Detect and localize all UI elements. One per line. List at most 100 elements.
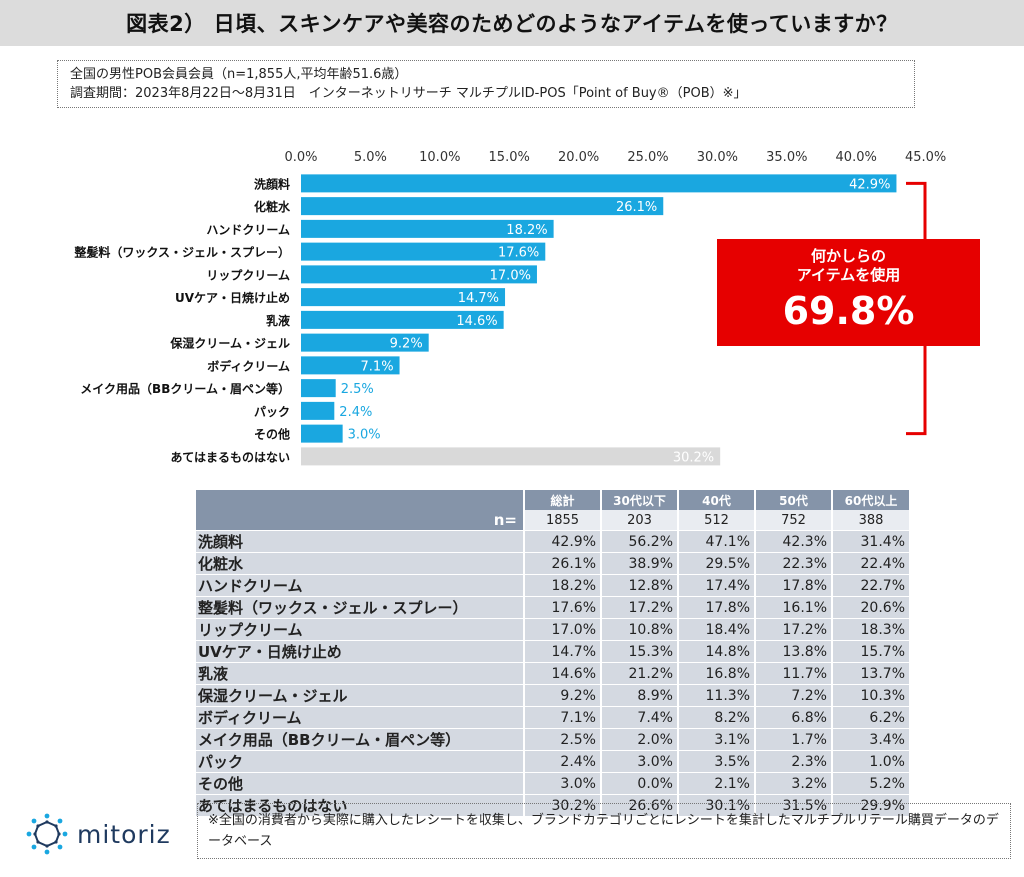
bar: [301, 356, 400, 375]
table-cell: 9.2%: [523, 684, 600, 706]
table-cell: 22.4%: [831, 552, 909, 574]
table-cell: 13.7%: [831, 662, 909, 684]
table-cell: 3.2%: [754, 772, 831, 794]
table-row: 乳液 14.6% 21.2% 16.8% 11.7% 13.7%: [196, 662, 909, 684]
table-row-label: UVケア・日焼け止め: [196, 640, 523, 662]
category-label: 整髪料（ワックス・ジェル・スプレー）: [73, 245, 290, 260]
table-cell: 8.2%: [677, 706, 754, 728]
table-cell: 2.1%: [677, 772, 754, 794]
table-row-label: リップクリーム: [196, 618, 523, 640]
table-cell: 17.2%: [754, 618, 831, 640]
data-label: 2.5%: [341, 382, 374, 397]
table-cell: 13.8%: [754, 640, 831, 662]
table-row-label: 整髪料（ワックス・ジェル・スプレー）: [196, 596, 523, 618]
table-cell: 26.6%: [600, 794, 677, 816]
table-cell: 6.2%: [831, 706, 909, 728]
table-cell: 56.2%: [600, 530, 677, 552]
table-row: その他 3.0% 0.0% 2.1% 3.2% 5.2%: [196, 772, 909, 794]
table-cell: 15.7%: [831, 640, 909, 662]
table-cell: 42.9%: [523, 530, 600, 552]
callout-box: 何かしらの アイテムを使用 69.8%: [717, 239, 980, 346]
table-cell: 26.1%: [523, 552, 600, 574]
bar: [301, 242, 546, 261]
table-cell: 6.8%: [754, 706, 831, 728]
table-cell: 11.7%: [754, 662, 831, 684]
bar: [301, 310, 504, 329]
table-cell: 7.1%: [523, 706, 600, 728]
table-cell: 5.2%: [831, 772, 909, 794]
x-tick-label: 15.0%: [489, 150, 530, 165]
table-cell: 17.0%: [523, 618, 600, 640]
table-cell: 17.2%: [600, 596, 677, 618]
table-cell: 31.5%: [754, 794, 831, 816]
table-cell: 3.0%: [600, 750, 677, 772]
x-tick-label: 30.0%: [697, 150, 738, 165]
table-cell: 17.6%: [523, 596, 600, 618]
bar: [301, 197, 664, 216]
table-cell: 42.3%: [754, 530, 831, 552]
table-n-value: 203: [600, 510, 677, 530]
category-label: 保湿クリーム・ジェル: [169, 336, 290, 351]
category-label: あてはまるものはない: [170, 450, 290, 464]
callout-line-2: アイテムを使用: [796, 266, 901, 284]
table-cell: 30.2%: [523, 794, 600, 816]
callout-value: 69.8%: [782, 289, 915, 333]
table-row-label: 保湿クリーム・ジェル: [196, 684, 523, 706]
table-column-header: 40代: [677, 490, 754, 510]
table-cell: 18.2%: [523, 574, 600, 596]
table-n-row: n= 1855 203 512 752 388: [196, 510, 909, 530]
category-label: リップクリーム: [206, 267, 290, 282]
table-cell: 0.0%: [600, 772, 677, 794]
category-label: ハンドクリーム: [206, 223, 290, 237]
table-row: 洗顔料 42.9% 56.2% 47.1% 42.3% 31.4%: [196, 530, 909, 552]
table-header-blank: [196, 490, 523, 510]
table-cell: 22.7%: [831, 574, 909, 596]
table-cell: 10.3%: [831, 684, 909, 706]
table-cell: 16.1%: [754, 596, 831, 618]
table-cell: 14.8%: [677, 640, 754, 662]
table-cell: 30.1%: [677, 794, 754, 816]
footnote: ※全国の消費者から実際に購入したレシートを収集し、ブランドカテゴリごとにレシート…: [197, 803, 1011, 859]
table-cell: 12.8%: [600, 574, 677, 596]
data-label: 2.4%: [339, 405, 372, 420]
x-tick-label: 20.0%: [558, 150, 599, 165]
table-cell: 10.8%: [600, 618, 677, 640]
bar: [301, 424, 343, 443]
data-label: 42.9%: [849, 177, 890, 192]
category-label: 乳液: [266, 313, 290, 328]
table-row: 整髪料（ワックス・ジェル・スプレー） 17.6% 17.2% 17.8% 16.1% 20…: [196, 596, 909, 618]
table-row-label: その他: [196, 772, 523, 794]
table-n-label: n=: [196, 510, 523, 530]
table-cell: 14.6%: [523, 662, 600, 684]
table-row: ボディクリーム 7.1% 7.4% 8.2% 6.8% 6.2%: [196, 706, 909, 728]
table-cell: 3.5%: [677, 750, 754, 772]
table-cell: 7.4%: [600, 706, 677, 728]
table-body: 洗顔料 42.9% 56.2% 47.1% 42.3% 31.4% 化粧水 26.1% 38.9…: [196, 530, 909, 816]
bar: [301, 219, 554, 238]
table-cell: 16.8%: [677, 662, 754, 684]
table-row-label: ボディクリーム: [196, 706, 523, 728]
category-label: 洗顔料: [254, 176, 290, 191]
category-label: その他: [254, 427, 290, 442]
survey-info-line-1: 全国の男性POB会員会員（n=1,855人,平均年齢51.6歳）: [70, 67, 408, 82]
table-cell: 18.4%: [677, 618, 754, 640]
table-cell: 2.4%: [523, 750, 600, 772]
category-label: UVケア・日焼け止め: [175, 290, 290, 305]
table-n-value: 752: [754, 510, 831, 530]
x-tick-label: 10.0%: [419, 150, 460, 165]
survey-info-box: 全国の男性POB会員会員（n=1,855人,平均年齢51.6歳） 調査期間：20…: [57, 60, 915, 108]
category-label: ボディクリーム: [207, 358, 290, 373]
table-cell: 20.6%: [831, 596, 909, 618]
x-tick-label: 25.0%: [627, 150, 668, 165]
table-row: メイク用品（BBクリーム・眉ペン等） 2.5% 2.0% 3.1% 1.7% 3.4%: [196, 728, 909, 750]
table-row: 保湿クリーム・ジェル 9.2% 8.9% 11.3% 7.2% 10.3%: [196, 684, 909, 706]
table-row-label: 乳液: [196, 662, 523, 684]
table-column-header: 50代: [754, 490, 831, 510]
data-label: 3.0%: [348, 428, 381, 443]
table-cell: 29.5%: [677, 552, 754, 574]
x-tick-label: 40.0%: [836, 150, 877, 165]
table-cell: 3.1%: [677, 728, 754, 750]
data-table: 総計 30代以下 40代 50代 60代以上 n= 1855 203 512 752 388 洗…: [196, 490, 909, 816]
table-cell: 15.3%: [600, 640, 677, 662]
category-label: パック: [254, 405, 290, 419]
